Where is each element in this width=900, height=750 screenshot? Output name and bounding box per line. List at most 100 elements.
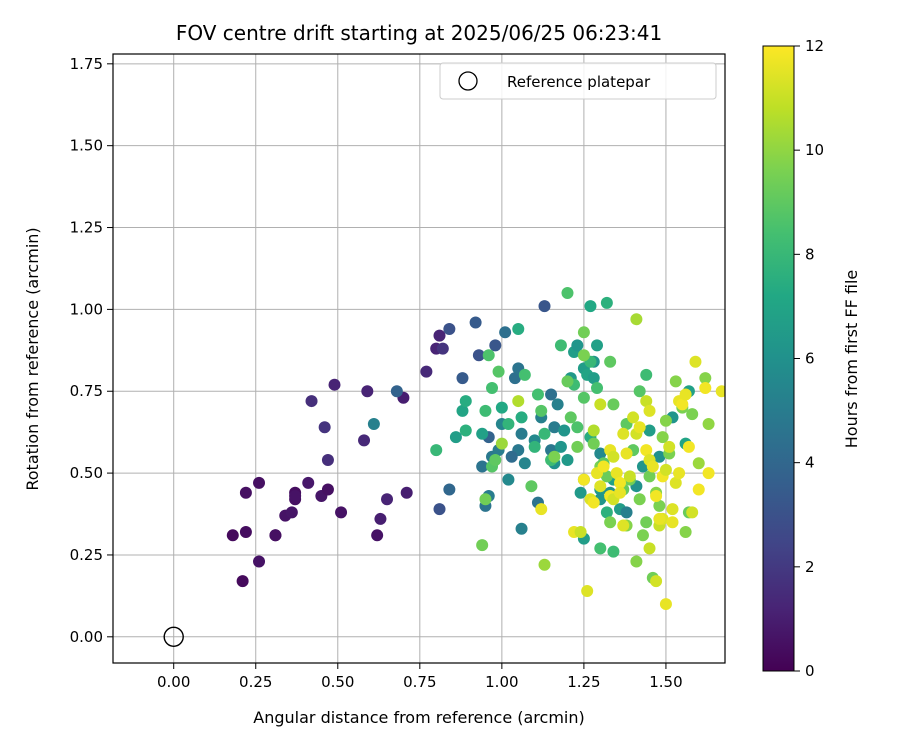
data-point xyxy=(574,486,587,499)
data-point xyxy=(577,473,590,486)
data-point xyxy=(633,493,646,506)
data-point xyxy=(653,499,666,512)
x-tick-label: 0.50 xyxy=(321,673,354,691)
data-point xyxy=(617,427,630,440)
data-point xyxy=(374,512,387,525)
data-point xyxy=(239,486,252,499)
data-point xyxy=(643,424,656,437)
y-axis-ticks: 0.00 0.25 0.50 0.75 1.00 1.25 1.50 1.75 xyxy=(70,55,113,646)
data-point xyxy=(318,421,331,434)
data-point xyxy=(627,411,640,424)
colorbar-tick-label: 12 xyxy=(805,37,824,55)
data-point xyxy=(630,313,643,326)
y-tick-label: 1.75 xyxy=(70,55,103,73)
data-point xyxy=(554,440,567,453)
data-point xyxy=(659,414,672,427)
data-point xyxy=(594,480,607,493)
data-point xyxy=(269,529,282,542)
data-point xyxy=(686,506,699,519)
y-tick-label: 1.50 xyxy=(70,137,103,155)
data-point xyxy=(623,470,636,483)
data-point xyxy=(538,558,551,571)
data-point xyxy=(561,375,574,388)
data-point xyxy=(633,421,646,434)
data-point xyxy=(659,463,672,476)
data-point xyxy=(561,454,574,466)
data-point xyxy=(495,401,508,414)
data-point xyxy=(643,542,656,555)
data-point xyxy=(587,496,600,509)
data-point xyxy=(666,516,679,529)
data-point xyxy=(430,444,443,457)
data-point xyxy=(433,329,446,342)
data-point xyxy=(699,381,712,394)
data-point xyxy=(679,526,692,539)
data-point xyxy=(653,450,666,463)
data-point xyxy=(679,388,692,401)
data-point xyxy=(577,326,590,339)
y-tick-label: 1.25 xyxy=(70,219,103,237)
data-point xyxy=(371,529,384,542)
data-point xyxy=(420,365,433,378)
colorbar-tick-label: 10 xyxy=(805,141,824,159)
data-point xyxy=(486,381,499,394)
data-point xyxy=(449,431,462,444)
data-point xyxy=(548,421,561,434)
x-tick-label: 0.75 xyxy=(403,673,436,691)
data-point xyxy=(584,300,597,313)
data-point xyxy=(554,339,567,352)
y-tick-label: 0.75 xyxy=(70,382,103,400)
data-point xyxy=(620,447,633,460)
data-point xyxy=(515,522,528,535)
data-point xyxy=(650,575,663,588)
data-point xyxy=(361,385,374,398)
data-point xyxy=(535,404,548,417)
data-point xyxy=(538,300,551,313)
data-point xyxy=(689,355,702,368)
data-point xyxy=(630,555,643,568)
data-point xyxy=(456,372,469,385)
data-point xyxy=(591,381,604,394)
data-point xyxy=(676,398,689,411)
data-point xyxy=(253,476,266,489)
data-point xyxy=(525,480,538,493)
data-point xyxy=(607,398,620,411)
data-point xyxy=(436,342,449,355)
chart-title: FOV centre drift starting at 2025/06/25 … xyxy=(176,21,662,45)
data-point xyxy=(226,529,239,542)
data-points xyxy=(226,287,725,611)
data-point xyxy=(666,503,679,516)
data-point xyxy=(321,483,334,496)
data-point xyxy=(505,450,518,463)
colorbar-tick-label: 0 xyxy=(805,662,815,680)
data-point xyxy=(528,440,541,453)
x-tick-label: 1.25 xyxy=(567,673,600,691)
data-point xyxy=(594,542,607,555)
x-axis-ticks: 0.00 0.25 0.50 0.75 1.00 1.25 1.50 xyxy=(157,663,683,691)
data-point xyxy=(545,388,558,401)
data-point xyxy=(663,440,676,453)
data-point xyxy=(604,355,617,368)
data-point xyxy=(692,457,705,470)
data-point xyxy=(538,427,551,440)
reference-marker-group xyxy=(163,626,184,648)
data-point xyxy=(285,506,298,519)
data-point xyxy=(607,450,620,463)
data-point xyxy=(574,526,587,539)
x-tick-label: 0.25 xyxy=(239,673,272,691)
data-point xyxy=(548,450,561,463)
data-point xyxy=(512,395,525,408)
data-point xyxy=(600,506,613,519)
colorbar-tick-label: 4 xyxy=(805,454,815,472)
data-point xyxy=(253,555,266,568)
data-point xyxy=(358,434,371,447)
data-point xyxy=(617,519,630,532)
grid-lines xyxy=(113,54,725,663)
data-point xyxy=(653,512,666,525)
data-point xyxy=(597,460,610,473)
data-point xyxy=(656,431,669,444)
data-point xyxy=(381,493,394,506)
data-point xyxy=(591,339,604,352)
colorbar-tick-label: 2 xyxy=(805,558,815,576)
